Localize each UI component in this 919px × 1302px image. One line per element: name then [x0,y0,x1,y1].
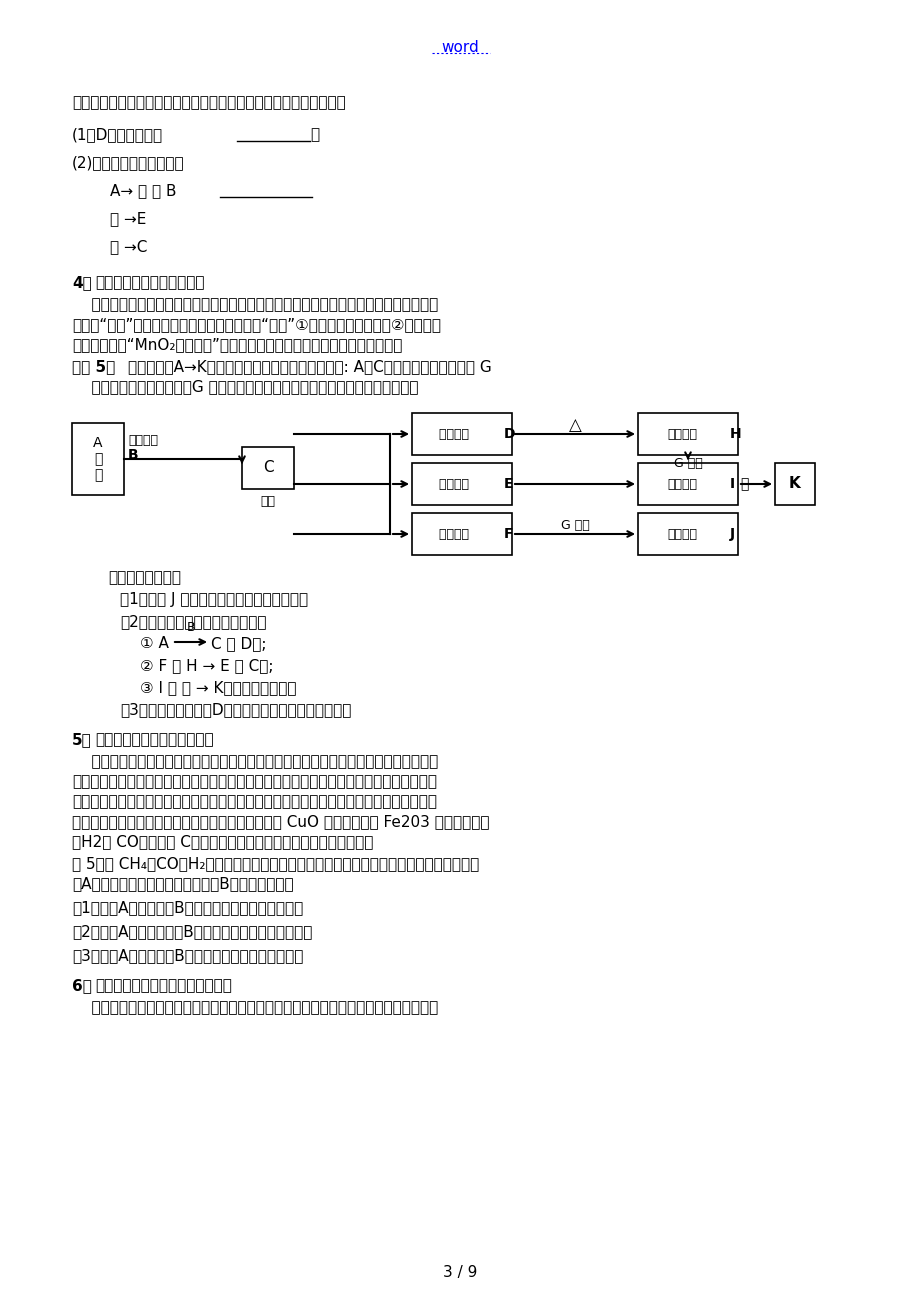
Text: B: B [128,448,139,462]
Bar [637,413,737,454]
Text: 黑色固体: 黑色固体 [666,427,697,440]
Text: 溶液为某物质的稀溶液，G 的浓溶液能使小木棍变黑。图中局部生成物未标出。: 溶液为某物质的稀溶液，G 的浓溶液能使小木棍变黑。图中局部生成物未标出。 [72,379,418,395]
Text: 练习 5：: 练习 5： [72,359,115,374]
Text: 是H2或 CO，固体是 C；酸碱指示剂与酸性或碱性溶液的反映等等。: 是H2或 CO，固体是 C；酸碱指示剂与酸性或碱性溶液的反映等等。 [72,835,373,849]
Text: （2）如果A装置不变蓝，B装置变浑浓，如此原气体是。: （2）如果A装置不变蓝，B装置变浑浓，如此原气体是。 [72,924,312,939]
Text: 黑色粉末: 黑色粉末 [128,435,158,448]
Text: 请回答如下问题：: 请回答如下问题： [108,570,181,585]
Text: 以典型反应条件为突破口：: 以典型反应条件为突破口： [95,275,204,290]
Text: △: △ [568,417,581,434]
Bar [412,413,512,454]
Text: G 溶液: G 溶液 [560,519,589,533]
Text: C: C [263,461,273,475]
Text: 下降；氢气是最轻的气体；水常温下为液体；氧气能使带火星的木条复燃；无水硫酸铜遇水: 下降；氢气是最轻的气体；水常温下为液体；氧气能使带火星的木条复燃；无水硫酸铜遇水 [72,794,437,809]
Text: 由于初中化学中所涉与的化学反应不多，有些化学反应条件在题中带有明显的指向性，: 由于初中化学中所涉与的化学反应不多，有些化学反应条件在题中带有明显的指向性， [72,297,437,312]
Text: G 溶液: G 溶液 [673,457,701,470]
Bar [242,447,294,490]
Text: 5、: 5、 [72,732,92,747]
Text: （1）如果A装置变蓝，B装置无现象，如此原气体是。: （1）如果A装置变蓝，B装置无现象，如此原气体是。 [72,900,303,915]
Text: 如下图中的A→K分别代表初中化学中的常见物质。: A、C两物质组成元素一样； G: 如下图中的A→K分别代表初中化学中的常见物质。: A、C两物质组成元素一样； G [128,359,492,374]
Text: 体氧氧化钙溢于水温度升高额以与它能吸水潮解；生石灰与水反响放热；瞄酸锨溢于水温度: 体氧氧化钙溢于水温度升高额以与它能吸水潮解；生石灰与水反响放热；瞄酸锨溢于水温度 [72,773,437,789]
Text: （3）写出实验室制取D的另一种反响的化学方程式：。: （3）写出实验室制取D的另一种反响的化学方程式：。 [119,702,351,717]
Text: ② F ＋ H → E ＋ C：;: ② F ＋ H → E ＋ C：; [140,658,273,673]
Text: 以物质的典型性质为突破口：: 以物质的典型性质为突破口： [95,732,213,747]
Text: 电解: 电解 [260,495,275,508]
Text: (2)写出如下化学方程式：: (2)写出如下化学方程式： [72,155,185,171]
Text: 单质气体: 单质气体 [438,527,472,540]
Bar [412,464,512,505]
Text: 特殊的反响现象常作推断题的突破口，例如：氨气能使湿润的红色石蕊试纸变蓝；硫在: 特殊的反响现象常作推断题的突破口，例如：氨气能使湿润的红色石蕊试纸变蓝；硫在 [72,1000,437,1016]
Bar [637,464,737,505]
Bar [637,513,737,555]
Text: 4、: 4、 [72,275,92,290]
Text: 3 / 9: 3 / 9 [442,1264,477,1280]
Text: 炼铁的反应；“MnO₂作専化剂”就是指双氧水在二氧化锄嫂化下分解的反应。: 炼铁的反应；“MnO₂作専化剂”就是指双氧水在二氧化锄嫂化下分解的反应。 [72,337,402,352]
Text: （1）写出 J 可能的化学式：（任写一种）。: （1）写出 J 可能的化学式：（任写一种）。 [119,592,308,607]
Text: ① A: ① A [140,635,174,651]
Text: B: B [187,621,195,634]
Text: 甲 →C: 甲 →C [110,240,147,254]
Text: ；: ； [310,128,319,142]
Text: 例如：“通电”条件就是指水在通电条件下分解“高温”①指碳酸钉高温分解，②指铁矿石: 例如：“通电”条件就是指水在通电条件下分解“高温”①指碳酸钉高温分解，②指铁矿石 [72,316,440,332]
Text: A→ 甲 ＋ B: A→ 甲 ＋ B [110,184,176,198]
Text: K: K [789,477,800,491]
Text: (1）D物质的化学式: (1）D物质的化学式 [72,128,163,142]
Text: 变蓝；二氧化碳通入澄清的石灰水变浑浓；能使黑色 CuO 变红（或红色 Fe203 变黑）的气体: 变蓝；二氧化碳通入澄清的石灰水变浑浓；能使黑色 CuO 变红（或红色 Fe203… [72,814,489,829]
Text: H: H [729,427,741,441]
Text: C ＋ D：;: C ＋ D：; [210,635,267,651]
Bar [412,513,512,555]
Text: 水变浑浓。其余反应条件、局部反应物和生成物均已略去。试推断：: 水变浑浓。其余反应条件、局部反应物和生成物均已略去。试推断： [72,95,346,109]
Text: 碱: 碱 [739,477,747,491]
Text: ③ I ＋ 碱 → K：（任写一种）。: ③ I ＋ 碱 → K：（任写一种）。 [140,680,296,695]
Text: 以化学反应的特殊现象为突破口：: 以化学反应的特殊现象为突破口： [95,978,232,993]
Text: （3）如果A装置变蓝，B装置变浑浓，如此原气体是。: （3）如果A装置变蓝，B装置变浑浓，如此原气体是。 [72,948,303,963]
Text: 甲 →E: 甲 →E [110,211,146,227]
Text: 例 5：有 CH₄、CO、H₂三种纯净的气体，分别燃烧后，将生成的气体先通过无水硫酸铜固体: 例 5：有 CH₄、CO、H₂三种纯净的气体，分别燃烧后，将生成的气体先通过无水… [72,855,479,871]
Text: I: I [729,477,734,491]
Bar [774,464,814,505]
Text: E: E [504,477,513,491]
Text: J: J [729,527,734,542]
Text: 蓝色溶液: 蓝色溶液 [666,478,697,491]
Text: F: F [504,527,513,542]
Text: （A装置），再通过澄清的石灰水（B装置），如此：: （A装置），再通过澄清的石灰水（B装置），如此： [72,876,293,891]
Text: 6、: 6、 [72,978,92,993]
Text: word: word [440,40,479,55]
Text: D: D [504,427,515,441]
Text: 金属单质: 金属单质 [666,527,697,540]
Text: A
溶
液: A 溶 液 [93,436,103,482]
Text: 这里所指的性质应具有鲜明的个性，例如：浓硫酸的吸水性、脱水性、溶于水放热；固: 这里所指的性质应具有鲜明的个性，例如：浓硫酸的吸水性、脱水性、溶于水放热；固 [72,754,437,769]
Text: （2）写出如下反应的化学方程式：: （2）写出如下反应的化学方程式： [119,615,267,629]
Bar [72,423,124,495]
Text: 单质气体: 单质气体 [438,427,472,440]
Text: 金属单质: 金属单质 [438,478,472,491]
